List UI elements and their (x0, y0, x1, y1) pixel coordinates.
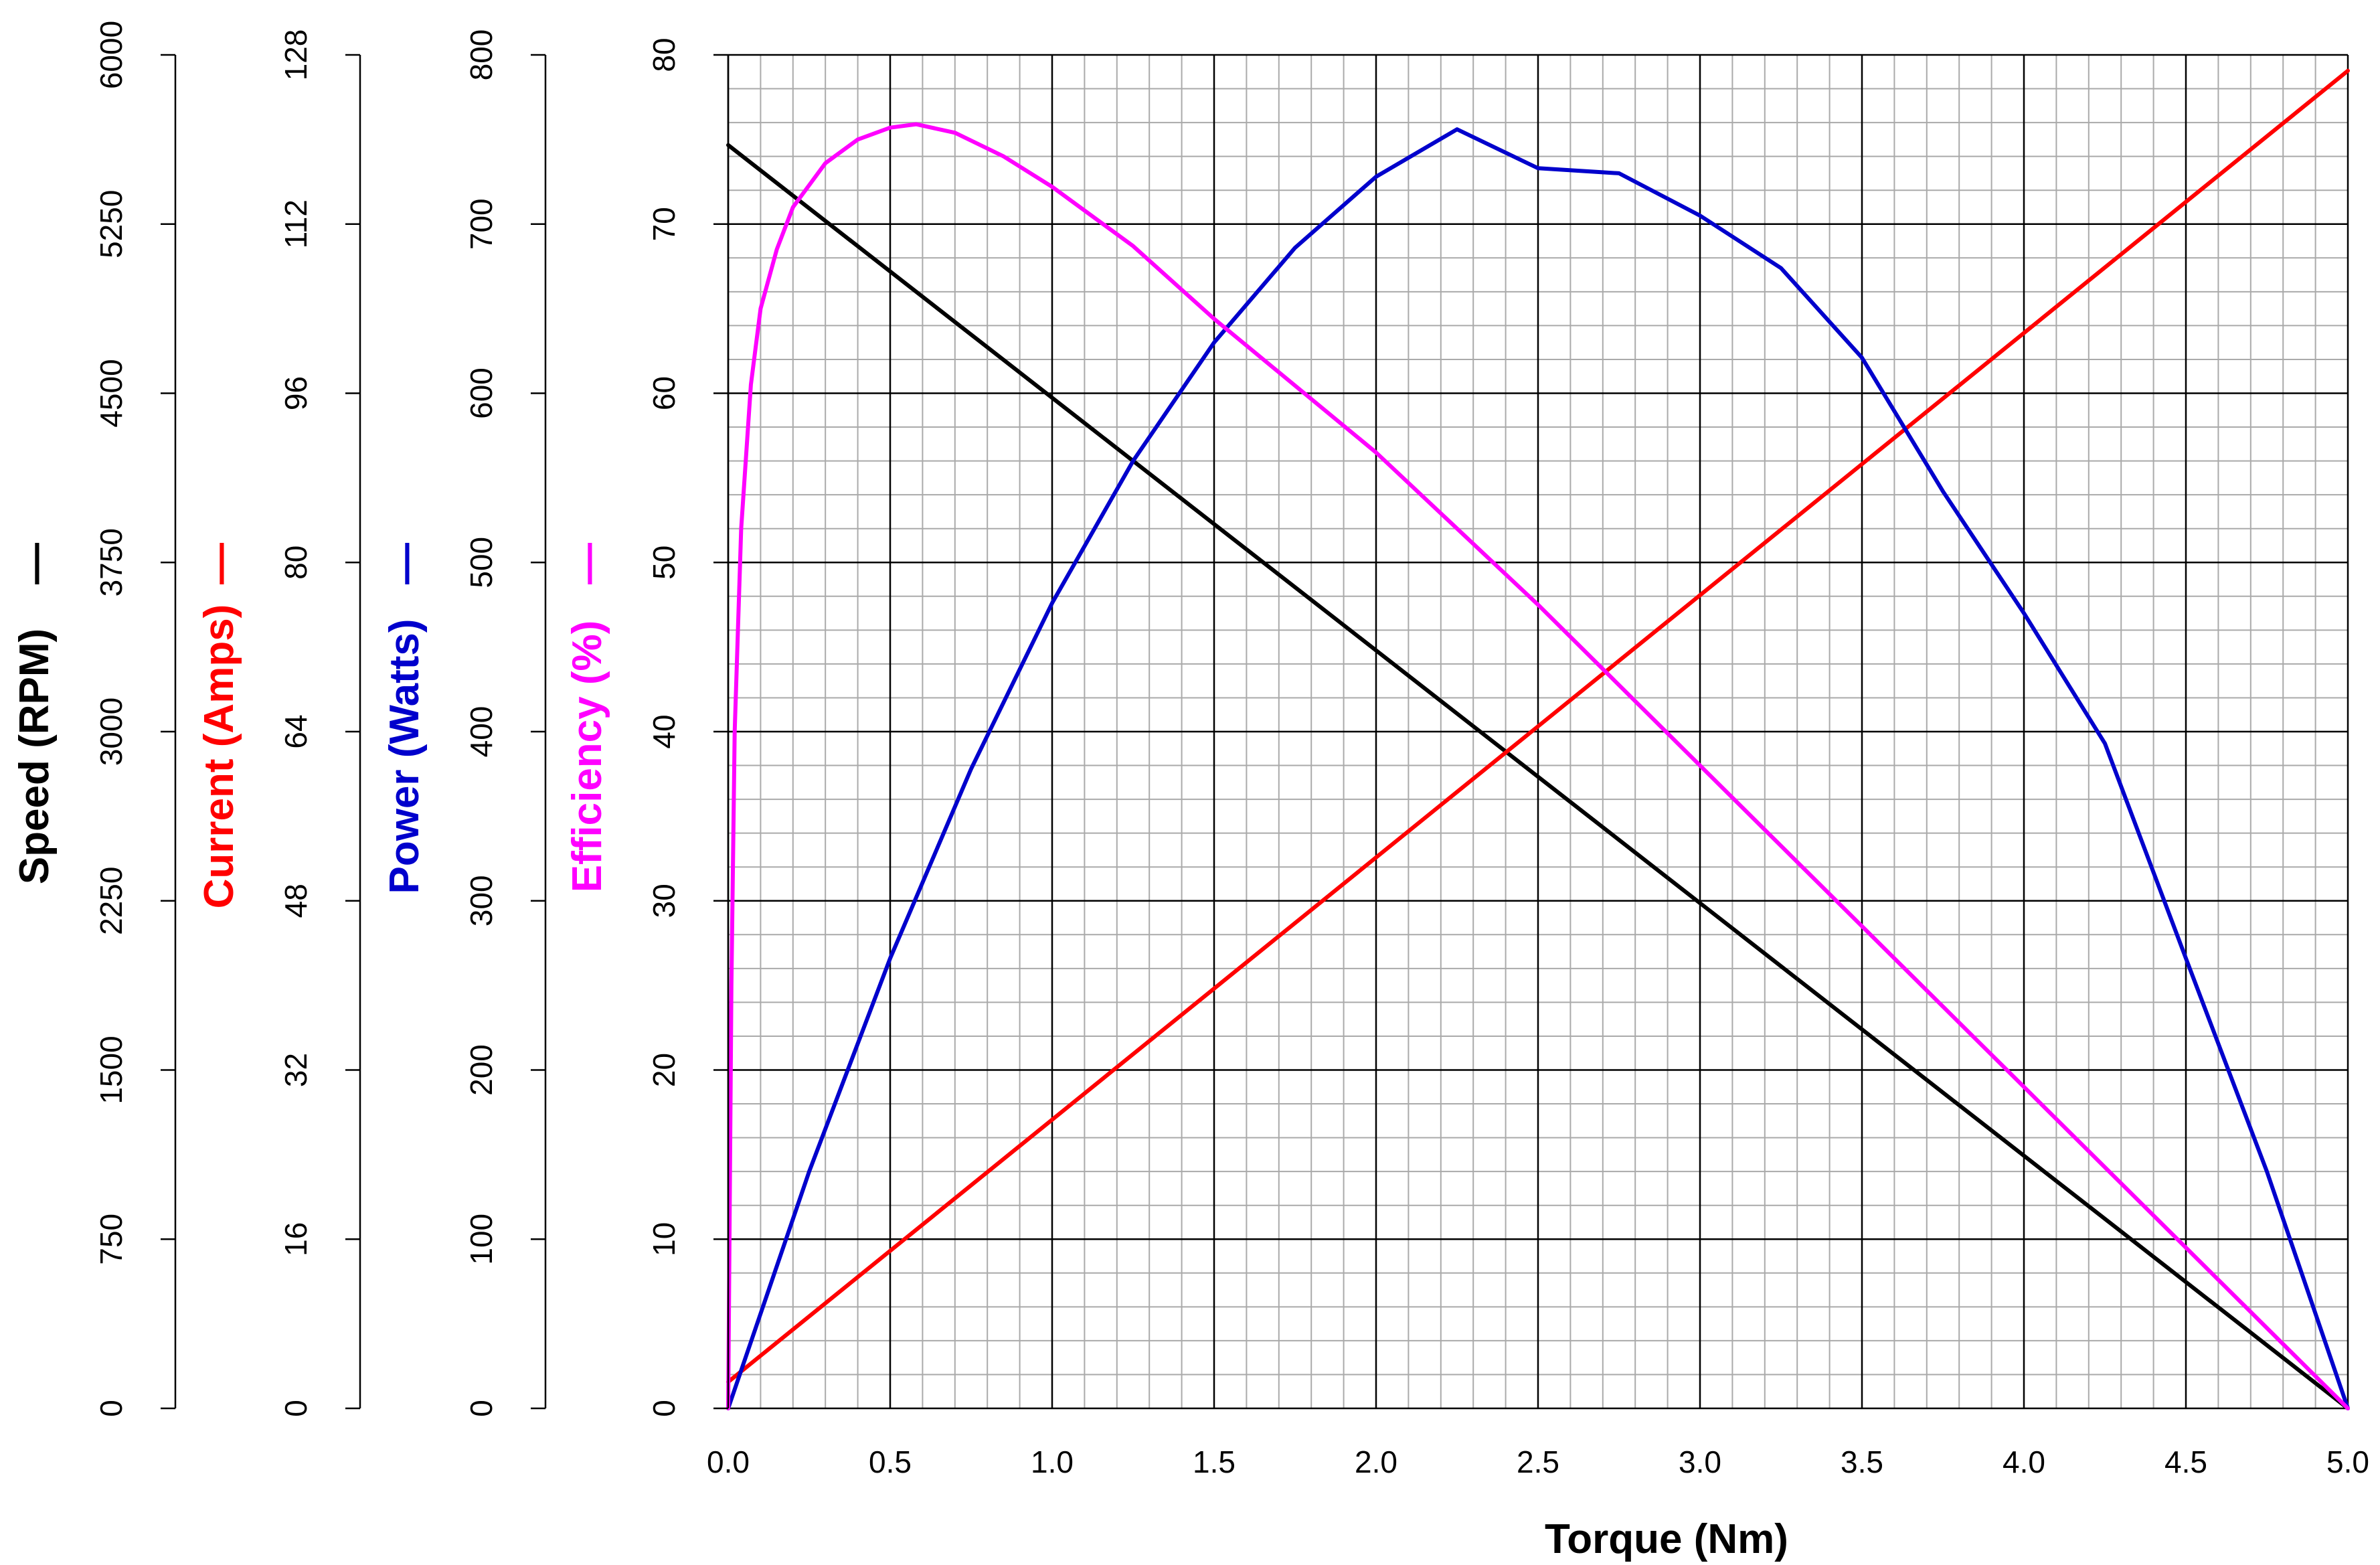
y-tick-label: 80 (647, 37, 681, 72)
y-axis-power: 0 100 200 300 400 500 600 700 800 Power (Watts) — (381, 29, 547, 1417)
x-tick-label: 0.5 (869, 1445, 912, 1479)
y-tick-label: 200 (464, 1044, 499, 1096)
x-tick-label: 2.5 (1517, 1445, 1559, 1479)
y-axis-speed: 0 750 1500 2250 3000 3750 4500 5250 6000 Speed (R… (11, 21, 177, 1417)
series-line-speed (726, 143, 2350, 1410)
y-tick-label: 30 (647, 884, 681, 918)
y-tick-label: 70 (647, 207, 681, 241)
y-tick-label: 50 (647, 546, 681, 580)
y-tick-label: 20 (647, 1053, 681, 1087)
y-tick-label: 64 (278, 714, 313, 748)
y-tick-label: 48 (278, 884, 313, 918)
x-tick-label: 1.0 (1031, 1445, 1074, 1479)
y-tick-label: 96 (278, 376, 313, 410)
y-tick-label: 128 (278, 29, 313, 81)
x-tick-label: 2.0 (1355, 1445, 1397, 1479)
y-tick-label: 5250 (94, 190, 129, 258)
series-line-current (726, 68, 2350, 1384)
y-axis-current: 0 16 32 48 64 80 96 112 128 Current (Amps) — (196, 29, 361, 1417)
x-tick-label: 4.0 (2003, 1445, 2045, 1479)
y-axis-title-efficiency: Efficiency (%) (564, 621, 610, 893)
y-tick-label: 6000 (94, 21, 129, 89)
y-tick-label: 2250 (94, 867, 129, 935)
series-lines (726, 68, 2350, 1410)
x-tick-label: 5.0 (2326, 1445, 2369, 1479)
y-tick-label: 700 (464, 198, 499, 250)
y-tick-label: 60 (647, 376, 681, 410)
y-tick-label: 0 (647, 1400, 681, 1417)
y-tick-label: 600 (464, 367, 499, 419)
y-tick-label: 40 (647, 714, 681, 748)
y-tick-label: 16 (278, 1222, 313, 1256)
y-tick-label: 80 (278, 546, 313, 580)
y-tick-label: 3000 (94, 697, 129, 766)
x-axis: Torque (Nm) 0.0 0.5 1.0 1.5 2.0 2.5 3.0 3.5 4.0 4… (707, 1445, 2369, 1562)
y-tick-label: 100 (464, 1214, 499, 1265)
y-axis-title-speed: Speed (RPM) (11, 629, 58, 884)
y-tick-label: 0 (94, 1400, 129, 1417)
y-axis-efficiency: 0 10 20 30 40 50 60 70 80 Efficiency (%) — (564, 37, 730, 1417)
y-tick-label: 750 (94, 1214, 129, 1265)
y-tick-label: 3750 (94, 528, 129, 596)
x-axis-title: Torque (Nm) (1545, 1516, 1788, 1562)
x-tick-label: 3.0 (1679, 1445, 1721, 1479)
y-tick-label: 400 (464, 706, 499, 758)
y-axis-title-power: Power (Watts) (381, 619, 428, 894)
series-line-power (726, 127, 2350, 1410)
y-tick-label: 0 (278, 1400, 313, 1417)
y-tick-label: 32 (278, 1053, 313, 1087)
legend-marker-speed: — (11, 543, 58, 584)
x-tick-label: 0.0 (707, 1445, 750, 1479)
legend-marker-power: — (381, 543, 428, 584)
y-tick-label: 0 (464, 1400, 499, 1417)
y-tick-label: 4500 (94, 359, 129, 427)
grid (727, 54, 2349, 1410)
x-tick-label: 1.5 (1193, 1445, 1236, 1479)
y-axis-title-current: Current (Amps) (196, 604, 242, 909)
y-tick-label: 300 (464, 875, 499, 926)
y-tick-label: 1500 (94, 1036, 129, 1104)
y-tick-label: 10 (647, 1222, 681, 1256)
legend-marker-efficiency: — (564, 543, 610, 584)
series-line-efficiency (726, 122, 2350, 1410)
x-tick-label: 3.5 (1841, 1445, 1883, 1479)
y-tick-label: 112 (278, 199, 313, 248)
legend-marker-current: — (196, 543, 242, 584)
x-tick-label: 4.5 (2164, 1445, 2207, 1479)
y-tick-label: 800 (464, 29, 499, 81)
y-tick-label: 500 (464, 537, 499, 588)
